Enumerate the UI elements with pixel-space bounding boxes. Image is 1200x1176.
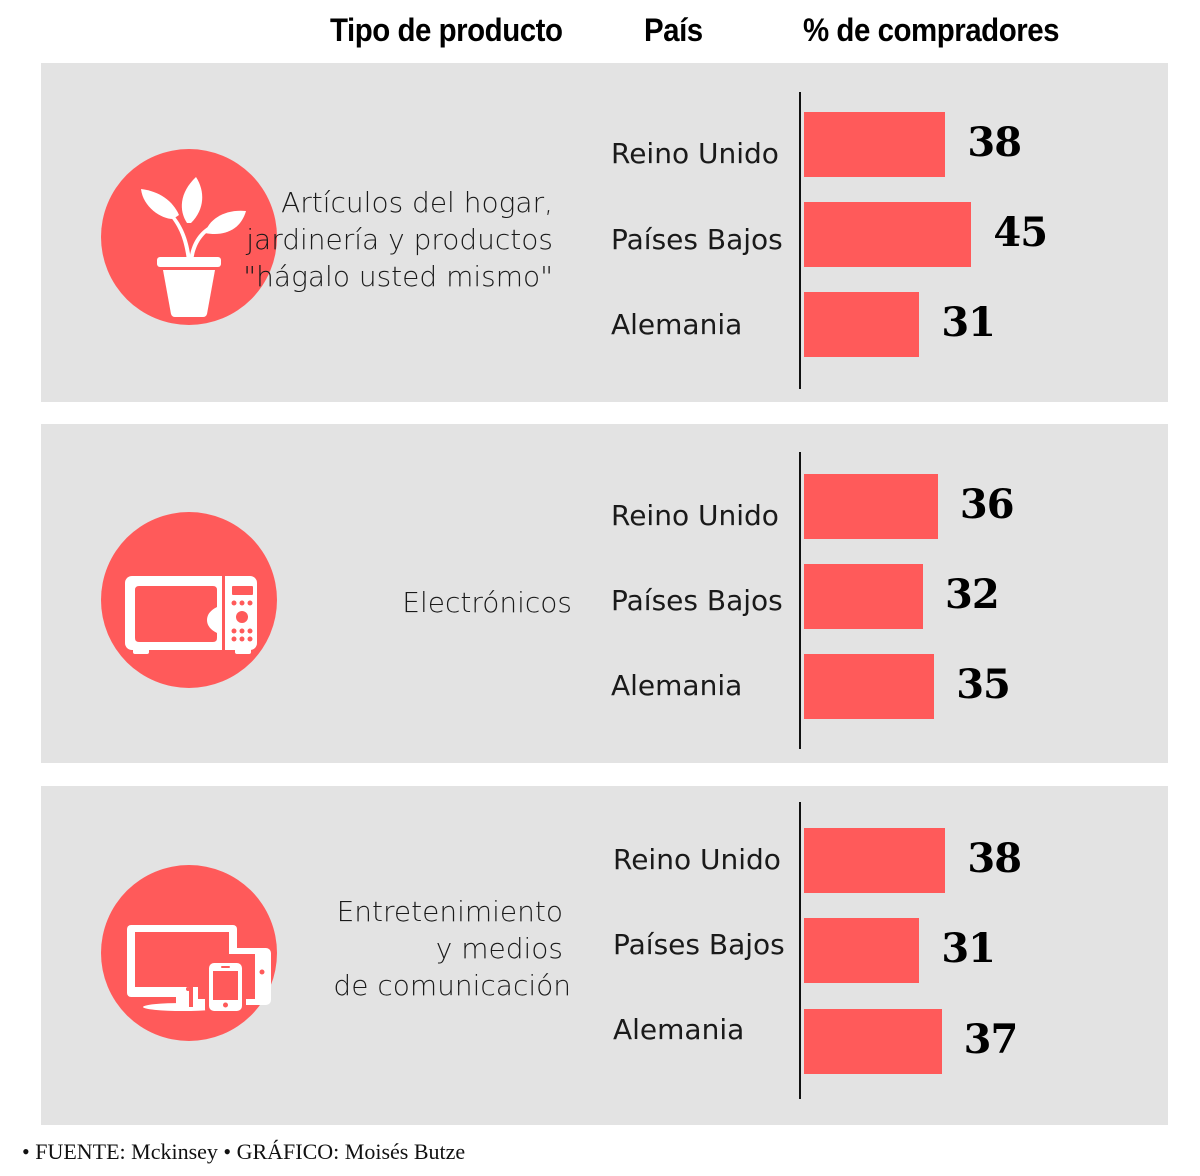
bar	[804, 828, 946, 893]
category-label: Electrónicos	[402, 584, 572, 621]
value-label: 37	[963, 1016, 1019, 1063]
country-label: Alemania	[611, 669, 743, 702]
bar	[804, 474, 938, 539]
bar	[804, 918, 920, 983]
value-label: 45	[993, 209, 1048, 256]
country-label: Países Bajos	[611, 223, 783, 256]
category-line: "hágalo usted mismo"	[243, 260, 553, 293]
source-credit: • FUENTE: Mckinsey • GRÁFICO: Moisés But…	[22, 1139, 466, 1164]
value-label: 31	[941, 925, 996, 972]
devices-icon	[101, 865, 277, 1041]
axis-line	[799, 452, 801, 749]
category-line: Entretenimiento	[336, 895, 563, 928]
value-label: 38	[967, 835, 1022, 882]
axis-line	[799, 92, 801, 389]
category-label: Artículos del hogar, jardinería y produc…	[243, 184, 553, 295]
bar	[804, 292, 920, 357]
bar	[804, 654, 935, 719]
category-line: Electrónicos	[402, 586, 572, 619]
value-label: 38	[967, 119, 1022, 166]
bar	[804, 1009, 942, 1074]
value-label: 36	[959, 481, 1015, 528]
category-line: jardinería y productos	[246, 223, 553, 256]
country-label: Alemania	[613, 1013, 745, 1046]
header-country: País	[644, 12, 703, 48]
value-label: 31	[941, 299, 996, 346]
country-label: Reino Unido	[613, 843, 781, 876]
bar	[804, 564, 924, 629]
panel-electronics: Electrónicos Reino Unido Países Bajos Al…	[41, 424, 1168, 763]
header-percent-buyers: % de compradores	[803, 12, 1060, 48]
value-label: 32	[945, 571, 1000, 618]
plant-pot-icon	[101, 149, 277, 325]
category-line: de comunicación	[333, 969, 571, 1002]
bar	[804, 112, 946, 177]
axis-line	[799, 802, 801, 1099]
country-label: Países Bajos	[613, 928, 785, 961]
category-line: y medios	[435, 932, 563, 965]
country-label: Alemania	[611, 308, 743, 341]
microwave-icon	[101, 512, 277, 688]
header-product-type: Tipo de producto	[330, 12, 563, 48]
category-line: Artículos del hogar,	[281, 186, 553, 219]
country-label: Reino Unido	[611, 499, 779, 532]
country-label: Reino Unido	[611, 137, 779, 170]
category-label: Entretenimiento y medios de comunicación	[333, 893, 571, 1004]
panel-entertainment-media: Entretenimiento y medios de comunicación…	[41, 786, 1168, 1125]
bar	[804, 202, 972, 267]
panel-home-garden: Artículos del hogar, jardinería y produc…	[41, 63, 1168, 402]
value-label: 35	[956, 661, 1011, 708]
country-label: Países Bajos	[611, 584, 783, 617]
